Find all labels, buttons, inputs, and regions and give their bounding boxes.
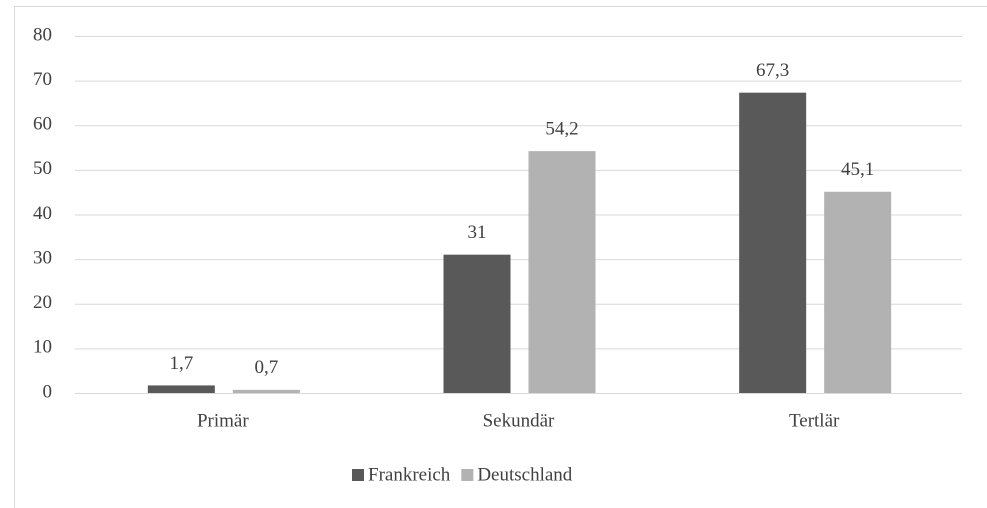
y-tick-label: 0 xyxy=(43,381,53,402)
data-label: 67,3 xyxy=(756,60,789,81)
legend-swatch xyxy=(352,469,364,481)
data-label: 1,7 xyxy=(169,353,193,374)
y-tick-label: 30 xyxy=(33,247,52,268)
data-label: 0,7 xyxy=(254,357,278,378)
data-label: 45,1 xyxy=(841,159,874,180)
bar xyxy=(147,385,215,393)
y-tick-label: 20 xyxy=(33,292,52,313)
bar xyxy=(739,92,807,393)
data-label: 31 xyxy=(468,222,487,243)
y-tick-label: 60 xyxy=(33,114,52,135)
x-tick-label: Primär xyxy=(197,410,249,431)
legend-swatch xyxy=(461,469,474,481)
bar xyxy=(824,191,892,393)
data-label: 54,2 xyxy=(545,118,578,139)
y-tick-label: 80 xyxy=(33,24,52,45)
x-tick-label: Sekundär xyxy=(483,410,555,431)
x-tick-label: Tertlär xyxy=(789,410,840,431)
bar xyxy=(528,151,596,393)
y-tick-label: 40 xyxy=(33,203,52,224)
bar xyxy=(443,254,511,393)
y-tick-label: 10 xyxy=(33,337,52,358)
legend-label: Frankreich xyxy=(368,464,451,485)
legend-label: Deutschland xyxy=(477,464,572,485)
bar xyxy=(232,389,300,393)
y-tick-label: 70 xyxy=(33,69,52,90)
y-tick-label: 50 xyxy=(33,158,52,179)
